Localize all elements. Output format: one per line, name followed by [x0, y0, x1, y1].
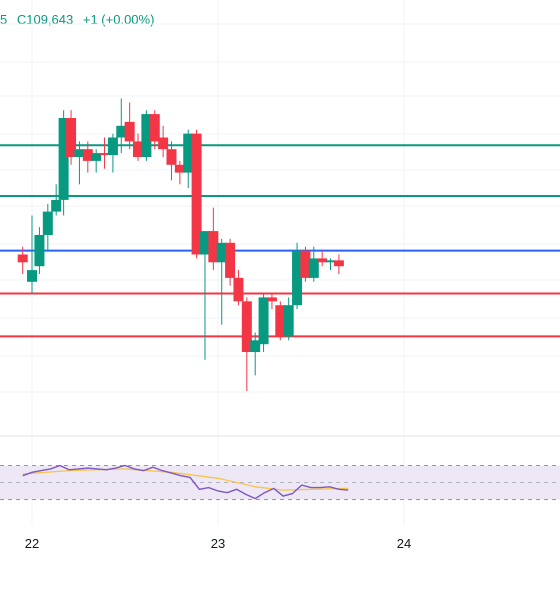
- rsi-panel: [22, 464, 349, 500]
- candle-up: [116, 98, 127, 154]
- candle-up: [308, 246, 319, 282]
- rsi-line: [22, 464, 349, 500]
- candle-body: [308, 258, 319, 278]
- candle-up: [42, 203, 53, 251]
- candle-down: [158, 125, 169, 157]
- candles: [17, 98, 344, 391]
- x-tick-label: 22: [25, 536, 39, 551]
- candle-body: [116, 125, 127, 138]
- header-change: +1 (+0.00%): [82, 12, 155, 27]
- candle-body: [233, 277, 244, 302]
- candle-body: [82, 149, 93, 161]
- candle-down: [191, 129, 202, 259]
- header-fragment: 5: [0, 12, 8, 27]
- candle-down: [225, 238, 236, 286]
- candle-up: [199, 231, 210, 360]
- candle-body: [325, 260, 336, 263]
- candle-body: [266, 297, 277, 302]
- candle-down: [99, 137, 110, 169]
- candle-down: [149, 110, 160, 150]
- x-tick-label: 24: [397, 536, 411, 551]
- candle-down: [133, 133, 144, 161]
- candle-body: [333, 260, 344, 267]
- candle-body: [225, 242, 236, 278]
- candle-body: [191, 133, 202, 255]
- candle-up: [141, 110, 152, 161]
- candle-body: [58, 118, 69, 200]
- symbol-header: 5 C109,643 +1 (+0.00%): [0, 12, 160, 32]
- candle-up: [74, 141, 85, 185]
- candle-body: [199, 231, 210, 255]
- candle-body: [208, 231, 219, 263]
- candle-down: [300, 246, 311, 282]
- candle-down: [166, 141, 177, 181]
- candle-body: [166, 149, 177, 165]
- candle-down: [17, 246, 28, 274]
- candle-up: [91, 149, 102, 173]
- candle-body: [66, 118, 77, 157]
- candle-body: [27, 270, 37, 282]
- candle-body: [174, 164, 185, 173]
- candle-body: [124, 121, 135, 142]
- candle-up: [107, 133, 118, 173]
- candle-up: [183, 129, 194, 189]
- candle-down: [266, 293, 277, 310]
- candle-down: [174, 160, 185, 185]
- rsi-ma-line: [22, 468, 349, 491]
- x-tick-label: 23: [211, 536, 225, 551]
- candle-down: [82, 141, 93, 173]
- candle-up: [250, 332, 261, 376]
- candle-body: [17, 254, 28, 263]
- candle-up: [58, 110, 69, 216]
- candle-down: [233, 270, 244, 306]
- header-close: C109,643: [16, 12, 74, 27]
- candle-body: [42, 211, 53, 235]
- candle-body: [74, 149, 85, 157]
- candle-body: [275, 305, 286, 337]
- candle-up: [258, 293, 269, 352]
- candle-body: [183, 133, 194, 173]
- x-axis: 22 23 24: [25, 536, 411, 551]
- candle-body: [258, 297, 269, 345]
- grid: [0, 0, 560, 525]
- candle-body: [91, 153, 102, 161]
- candle-body: [250, 340, 261, 352]
- candle-body: [292, 250, 303, 306]
- candle-body: [216, 242, 227, 263]
- candle-body: [158, 137, 169, 150]
- candle-down: [275, 301, 286, 341]
- candle-body: [317, 258, 328, 263]
- candle-up: [27, 215, 37, 294]
- candle-up: [51, 184, 62, 216]
- candle-up: [292, 242, 303, 310]
- candle-body: [283, 305, 294, 337]
- candle-up: [216, 238, 227, 325]
- candle-body: [51, 199, 62, 212]
- candle-down: [317, 250, 328, 267]
- candle-body: [34, 235, 45, 267]
- candle-body: [300, 250, 311, 278]
- candle-down: [241, 297, 252, 391]
- candle-body: [133, 141, 144, 157]
- candle-body: [141, 114, 152, 157]
- candle-body: [99, 153, 110, 156]
- candle-down: [208, 207, 219, 271]
- candle-up: [283, 297, 294, 341]
- candle-body: [107, 137, 118, 156]
- candle-down: [333, 254, 344, 274]
- candle-down: [66, 110, 77, 165]
- candle-up: [34, 227, 45, 274]
- horizontal-levels: [0, 144, 560, 338]
- candle-up: [325, 258, 336, 271]
- candle-body: [241, 301, 252, 352]
- candle-body: [149, 114, 160, 142]
- candle-down: [124, 102, 135, 150]
